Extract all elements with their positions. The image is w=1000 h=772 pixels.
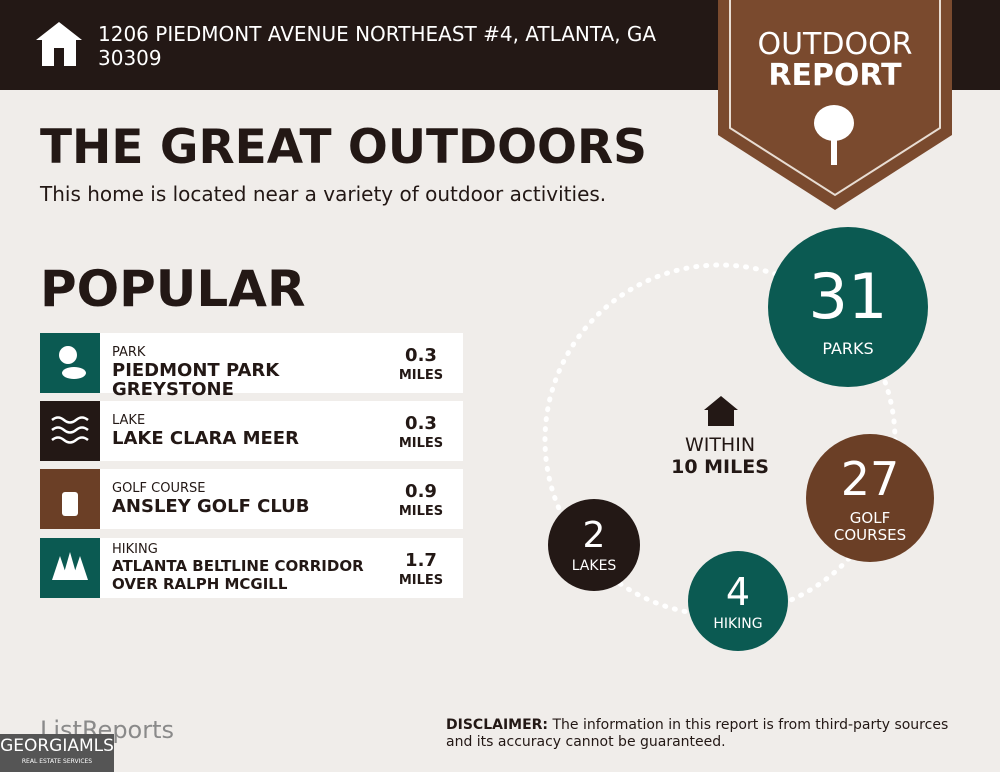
mls-sub: REAL ESTATE SERVICES [21,758,93,765]
item-category: HIKING [112,542,158,557]
stat-circle [688,551,788,651]
stat-count: 2 [582,515,606,556]
home-icon [36,22,82,66]
subtitle: This home is located near a variety of o… [40,182,607,206]
stat-count: 31 [808,260,888,333]
disclaimer-label: DISCLAIMER: [446,717,549,733]
stat-label: PARKS [822,339,874,358]
stat-circle [806,434,934,562]
badge-border [729,0,941,197]
radius-label: 10 MILES [671,456,769,478]
stat-circle [548,499,640,591]
item-distance: 0.3 [405,345,437,366]
item-distance: 0.3 [405,413,437,434]
item-name: LAKE CLARA MEER [112,428,299,449]
section-title: POPULAR [40,260,306,318]
lake-icon [51,416,89,444]
item-row: HIKING ATLANTA BELTLINE CORRIDOR OVER RA… [100,538,463,598]
hiking-icon [52,552,88,580]
tree-trunk [831,135,837,165]
home-icon [704,396,738,426]
park-icon [59,346,77,364]
icon-box [40,401,100,461]
stat-count: 4 [725,570,751,614]
item-unit: MILES [398,436,444,451]
disclaimer-text: The information in this report is from t… [446,717,949,750]
stat-label: LAKES [571,558,617,574]
item-unit: MILES [398,368,444,383]
address: 1206 PIEDMONT AVENUE NORTHEAST #4, ATLAN… [98,22,657,70]
home-door [54,48,64,66]
item-row: LAKE LAKE CLARA MEER 0.3 MILES [100,401,463,461]
badge-line: OUTDOOR [757,27,913,62]
item-row: PARK PIEDMONT PARK GREYSTONE 0.3 MILES [100,333,463,399]
item-distance: 1.7 [405,550,437,571]
stat-label: HIKING [713,616,763,632]
radius-label: WITHIN [684,434,756,456]
park-icon [62,367,86,379]
badge-line: REPORT [768,58,902,93]
item-name: ATLANTA BELTLINE CORRIDOR OVER RALPH MCG… [112,557,364,593]
title: THE GREAT OUTDOORS [40,120,648,175]
item-name: ANSLEY GOLF CLUB [112,496,310,517]
item-unit: MILES [398,573,444,588]
item-unit: MILES [398,504,444,519]
mls-logo: GEORGIAMLS REAL ESTATE SERVICES [0,734,114,772]
stat-circle [768,227,928,387]
item-row: GOLF COURSE ANSLEY GOLF CLUB 0.9 MILES [100,469,463,529]
item-category: GOLF COURSE [112,481,206,496]
disclaimer: DISCLAIMER: The information in this repo… [446,717,976,751]
item-category: PARK [112,345,146,360]
item-name: PIEDMONT PARK GREYSTONE [112,360,280,400]
mls-name: GEORGIAMLS [0,736,114,756]
item-distance: 0.9 [405,481,437,502]
golf-icon [62,492,78,516]
item-category: LAKE [112,413,146,428]
stat-label: GOLF COURSES [833,509,907,544]
stat-count: 27 [840,452,900,506]
tree-icon [814,105,854,141]
